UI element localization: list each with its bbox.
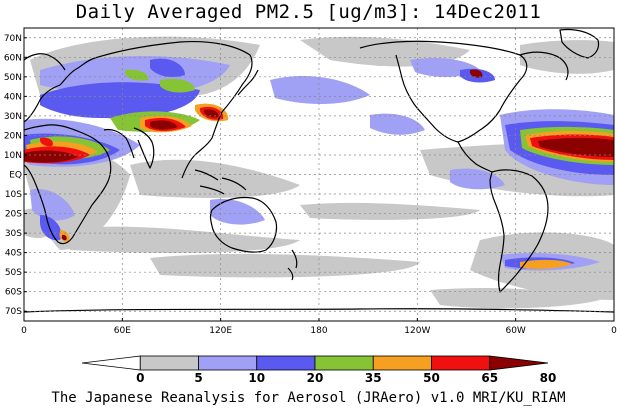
lat-tick-label: 30N [4,112,22,122]
color-legend: 0 5 10 20 35 50 65 80 [81,355,557,385]
footer-credit: The Japanese Reanalysis for Aerosol (JRA… [51,390,566,406]
legend-swatch [372,355,432,371]
map-graticule [24,28,614,321]
lon-tick-label: 120E [209,326,232,336]
pm25-field [24,36,614,309]
legend-swatch [489,355,549,371]
latitude-axis: 70N 60N 50N 40N 30N 20N 10N EQ 10S 20S 30S 40S 50S 60… [4,34,27,317]
legend-swatch [81,355,141,371]
lat-tick-label: 10S [5,190,22,200]
lat-tick-label: 70S [5,307,22,317]
lat-tick-label: 70N [4,34,22,44]
lon-tick-label: 60W [505,326,525,336]
lon-tick-label: 120W [404,326,430,336]
legend-swatch [198,355,258,371]
lat-tick-label: 40S [5,249,22,259]
map-title: Daily Averaged PM2.5 [ug/m3]: 14Dec2011 [75,1,542,23]
lon-tick-label: 0 [611,326,617,336]
legend-swatch [139,355,199,371]
legend-label: 80 [540,371,557,385]
lat-tick-label: 60N [4,53,22,63]
legend-label: 20 [307,371,324,385]
legend-label: 65 [481,371,498,385]
lat-tick-label: 60S [5,288,22,298]
lat-tick-label: 20N [4,131,22,141]
legend-label: 0 [136,371,144,385]
lat-tick-label: 50N [4,73,22,83]
lon-tick-label: 180 [310,326,327,336]
lat-tick-label: EQ [9,171,22,181]
lat-tick-label: 30S [5,229,22,239]
legend-label: 5 [194,371,202,385]
legend-label: 10 [248,371,265,385]
lat-tick-label: 10N [4,151,22,161]
lat-tick-label: 40N [4,92,22,102]
legend-swatch [314,355,374,371]
legend-swatch [431,355,491,371]
lat-tick-label: 50S [5,268,22,278]
legend-label: 50 [423,371,440,385]
coastlines [24,28,614,313]
legend-swatch [256,355,316,371]
lat-tick-label: 20S [5,210,22,220]
lon-tick-label: 60E [114,326,131,336]
legend-label: 35 [365,371,382,385]
longitude-axis: 0 60E 120E 180 120W 60W 0 [21,318,617,336]
lon-tick-label: 0 [21,326,27,336]
